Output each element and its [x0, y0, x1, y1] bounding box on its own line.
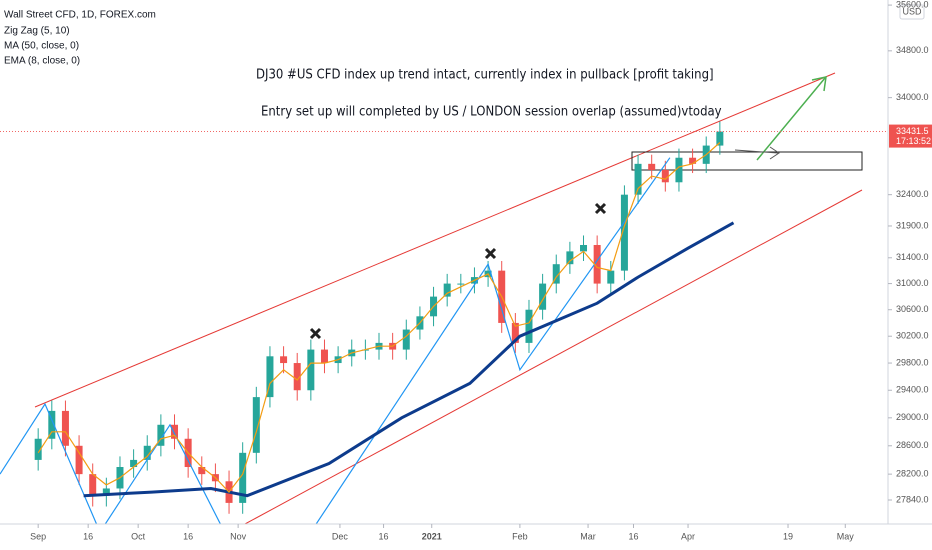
entry-arrow	[734, 149, 779, 154]
annotation: Entry set up will completed by US / LOND…	[261, 105, 722, 120]
candle-body	[320, 349, 328, 364]
candle-body	[293, 363, 301, 391]
candle-body	[552, 264, 560, 284]
candle-body	[580, 244, 588, 252]
candle-body	[593, 244, 601, 284]
candle-body	[620, 194, 628, 271]
candle-body	[539, 283, 547, 310]
indicator-line	[37, 142, 721, 494]
candle-body	[239, 452, 247, 503]
candle-body	[689, 157, 697, 164]
y-tick-label: 29800.0	[896, 357, 929, 367]
target-arrow-head	[811, 76, 827, 92]
currency[interactable]: USD	[902, 6, 922, 16]
legend-entry: EMA (8, close, 0)	[4, 56, 80, 67]
candle-body	[648, 163, 656, 170]
upper-trendline	[34, 72, 836, 408]
y-tick-label: 32400.0	[896, 189, 929, 199]
legend-entry: Zig Zag (5, 10)	[4, 26, 70, 37]
lower-trendline	[244, 189, 863, 524]
last-price-label: 33431.5	[896, 126, 929, 136]
candle-body	[171, 424, 179, 439]
y-tick-label: 34800.0	[896, 45, 929, 55]
legend-entry: MA (50, close, 0)	[4, 41, 79, 52]
y-tick-label: 30600.0	[896, 304, 929, 314]
currency-badge[interactable]	[899, 4, 925, 20]
y-tick-label: 35600.0	[896, 0, 929, 9]
x-tick-label: Mar	[580, 531, 596, 541]
candle-body	[566, 251, 574, 265]
candle-body	[457, 283, 465, 285]
candle-body	[607, 270, 615, 284]
y-tick-label: 28200.0	[896, 469, 929, 479]
candle-body	[266, 356, 274, 398]
candle-body	[157, 424, 165, 446]
candle-body	[661, 169, 669, 183]
candle-body	[634, 163, 642, 195]
target-arrow	[756, 77, 826, 161]
indicator-line	[83, 221, 735, 498]
y-tick-label: 28600.0	[896, 440, 929, 450]
candle-body	[89, 474, 97, 496]
last-price-badge	[889, 124, 932, 148]
y-tick-label: 31000.0	[896, 278, 929, 288]
candle-body	[75, 445, 83, 475]
candle-body	[511, 322, 519, 343]
y-tick-label: 34000.0	[896, 92, 929, 102]
x-tick-label: Feb	[512, 531, 528, 541]
x-tick-label: Sep	[30, 531, 46, 541]
x-tick-label: May	[837, 531, 855, 541]
y-tick-label: 31400.0	[896, 252, 929, 262]
candle-body	[34, 438, 42, 460]
candle-body	[402, 329, 410, 350]
x-tick-label: Apr	[681, 531, 695, 541]
peak-markers	[309, 202, 607, 340]
candle-body	[102, 488, 110, 496]
entry-arrow-head	[769, 146, 780, 160]
candle-body	[443, 283, 451, 297]
y-tick-label: 27840.0	[896, 494, 929, 504]
x-tick-label: 2021	[422, 531, 442, 541]
y-tick-label: 30200.0	[896, 331, 929, 341]
y-tick-label: 29400.0	[896, 385, 929, 395]
x-tick-label: 16	[628, 531, 638, 541]
candle-body	[61, 410, 69, 446]
candle-body	[525, 309, 533, 343]
x-tick-label: Nov	[230, 531, 247, 541]
plot-area	[0, 72, 863, 524]
entry-box	[631, 151, 863, 171]
candle-body	[143, 445, 151, 460]
candle-body	[198, 467, 206, 475]
chart-title: Wall Street CFD, 1D, FOREX.com	[4, 10, 156, 21]
x-tick-label: Dec	[332, 531, 349, 541]
x-tick-label: 19	[783, 531, 793, 541]
x-tick-label: Oct	[131, 531, 146, 541]
y-tick-label: 31900.0	[896, 220, 929, 230]
candle-body	[252, 397, 260, 453]
countdown: 17:13:52	[896, 136, 931, 146]
candle-body	[48, 410, 56, 439]
candle-body	[307, 349, 315, 391]
x-tick-label: 16	[379, 531, 389, 541]
candle-body	[675, 157, 683, 183]
candle-body	[716, 131, 724, 146]
indicator-line	[0, 157, 671, 524]
candle-body	[130, 459, 138, 468]
x-tick-label: 16	[183, 531, 193, 541]
y-tick-label: 29000.0	[896, 412, 929, 422]
candle-body	[280, 356, 288, 364]
x-tick-label: 16	[83, 531, 93, 541]
annotation: DJ30 #US CFD index up trend intact, curr…	[256, 68, 714, 83]
